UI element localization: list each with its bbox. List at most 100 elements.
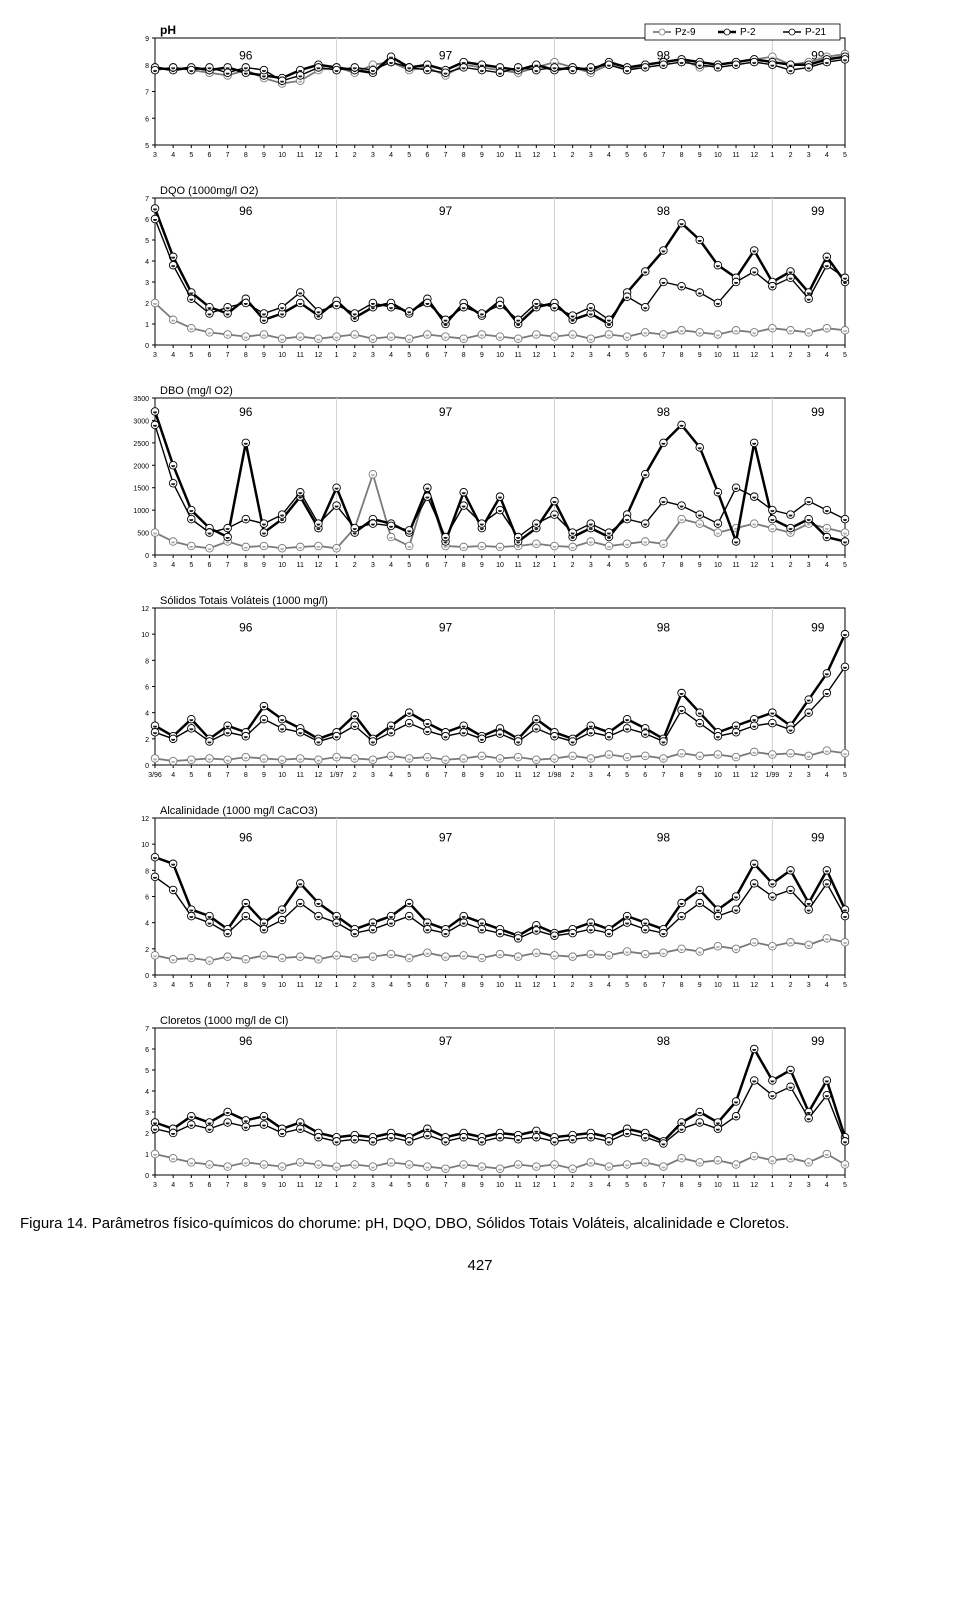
series-marker (315, 956, 323, 964)
x-tick-label: 7 (226, 1182, 230, 1189)
series-marker (569, 529, 577, 537)
chart-title: DQO (1000mg/l O2) (160, 185, 258, 197)
x-tick-label: 4 (389, 982, 393, 989)
series-marker (641, 1133, 649, 1141)
x-tick-label: 9 (698, 772, 702, 779)
x-tick-label: 6 (425, 152, 429, 159)
x-tick-label: 10 (496, 352, 504, 359)
x-tick-label: 1 (553, 562, 557, 569)
series-marker (823, 880, 831, 888)
series-marker (242, 439, 250, 447)
series-marker (623, 715, 631, 723)
y-tick-label: 12 (141, 606, 149, 613)
series-marker (242, 515, 250, 523)
series-marker (169, 886, 177, 894)
series-marker (769, 880, 777, 888)
x-tick-label: 5 (189, 1182, 193, 1189)
x-tick-label: 7 (661, 562, 665, 569)
x-tick-label: 6 (643, 352, 647, 359)
x-tick-label: 7 (661, 352, 665, 359)
x-tick-label: 3 (589, 352, 593, 359)
series-marker (623, 919, 631, 927)
series-marker (405, 527, 413, 535)
series-marker (369, 925, 377, 933)
x-tick-label: 5 (407, 562, 411, 569)
x-tick-label: 9 (262, 772, 266, 779)
x-tick-label: 11 (297, 352, 304, 359)
x-tick-label: 5 (189, 772, 193, 779)
series-marker (478, 520, 486, 528)
chart-alk: 0246810123456789101112123456789101112123… (100, 800, 860, 1000)
x-tick-label: 12 (750, 772, 758, 779)
series-line-p2 (155, 634, 845, 739)
y-tick-label: 7 (145, 90, 149, 97)
series-marker (714, 529, 722, 537)
series-line-p21 (155, 425, 845, 537)
y-tick-label: 2 (145, 737, 149, 744)
series-marker (496, 929, 504, 937)
legend-label: P-21 (805, 27, 827, 38)
year-label: 96 (239, 405, 253, 419)
series-marker (242, 956, 250, 964)
legend-label: Pz-9 (675, 27, 696, 38)
x-tick-label: 4 (825, 352, 829, 359)
series-marker (315, 899, 323, 907)
series-marker (787, 327, 795, 335)
x-tick-label: 8 (244, 982, 248, 989)
x-tick-label: 10 (714, 1182, 722, 1189)
x-tick-label: 10 (278, 1182, 286, 1189)
series-marker (678, 706, 686, 714)
y-tick-label: 6 (145, 116, 149, 123)
x-tick-label: 4 (607, 772, 611, 779)
series-marker (224, 533, 232, 541)
series-marker (823, 524, 831, 532)
x-tick-label: 8 (244, 1182, 248, 1189)
page-number: 427 (20, 1257, 940, 1274)
series-marker (823, 867, 831, 875)
x-tick-label: 10 (278, 772, 286, 779)
x-tick-label: 1 (770, 562, 774, 569)
series-marker (805, 295, 813, 303)
series-marker (805, 696, 813, 704)
series-marker (514, 316, 522, 324)
y-tick-label: 500 (137, 531, 149, 538)
series-marker (805, 1159, 813, 1167)
y-tick-label: 10 (141, 632, 149, 639)
y-tick-label: 0 (145, 763, 149, 770)
x-tick-label: 10 (496, 1182, 504, 1189)
x-tick-label: 1/98 (548, 772, 562, 779)
x-tick-label: 5 (625, 982, 629, 989)
x-tick-label: 2 (789, 772, 793, 779)
series-marker (569, 1165, 577, 1173)
x-tick-label: 4 (389, 152, 393, 159)
year-label: 98 (657, 405, 671, 419)
x-tick-label: 9 (698, 562, 702, 569)
chart-title: Cloretos (1000 mg/l de Cl) (160, 1015, 288, 1027)
x-tick-label: 3 (807, 562, 811, 569)
x-tick-label: 1 (335, 982, 339, 989)
year-label: 96 (239, 1034, 253, 1048)
x-tick-label: 10 (496, 982, 504, 989)
figure-caption: Figura 14. Parâmetros físico-químicos do… (20, 1215, 920, 1232)
series-marker (660, 540, 668, 548)
x-tick-label: 11 (732, 1182, 739, 1189)
x-tick-label: 4 (389, 772, 393, 779)
series-marker (587, 950, 595, 958)
x-tick-label: 8 (680, 562, 684, 569)
chart-svg-dqo: 0123456734567891011121234567891011121234… (100, 180, 860, 370)
x-tick-label: 5 (843, 152, 847, 159)
series-marker (296, 880, 304, 888)
x-tick-label: 1 (553, 152, 557, 159)
series-marker (696, 886, 704, 894)
x-tick-label: 10 (714, 352, 722, 359)
x-tick-label: 9 (262, 1182, 266, 1189)
x-tick-label: 9 (262, 352, 266, 359)
series-marker (387, 919, 395, 927)
series-marker (623, 540, 631, 548)
x-tick-label: 12 (315, 982, 323, 989)
x-tick-label: 6 (425, 772, 429, 779)
series-marker (641, 520, 649, 528)
series-marker (424, 925, 432, 933)
x-tick-label: 4 (389, 562, 393, 569)
series-marker (424, 949, 432, 957)
